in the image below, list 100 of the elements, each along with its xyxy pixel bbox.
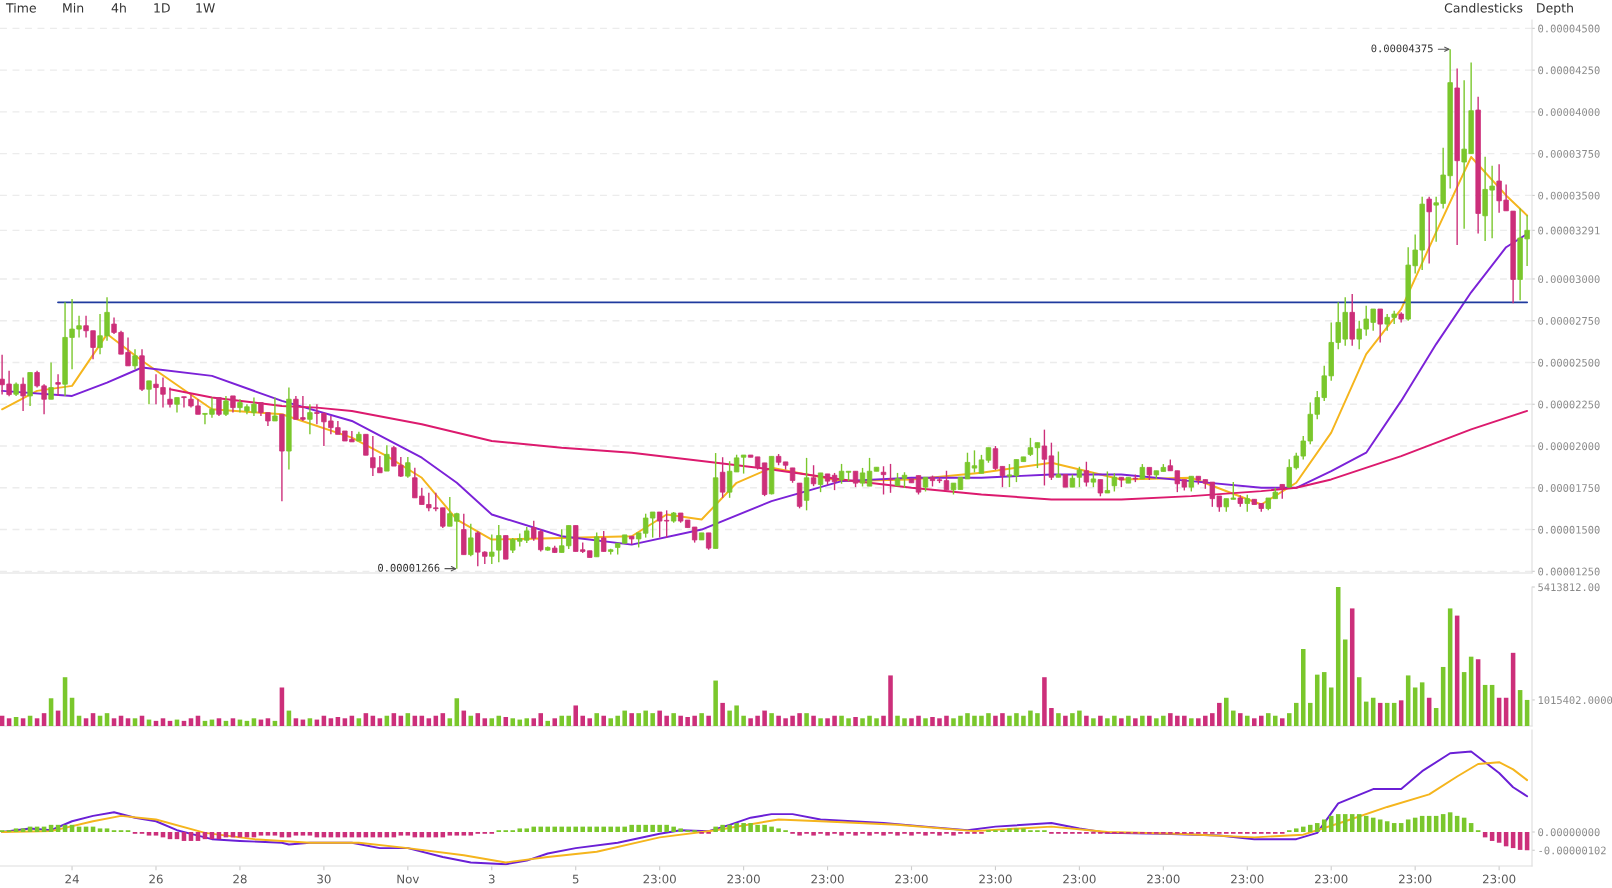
y-tick-label: 0.00001750 xyxy=(1538,484,1600,492)
x-tick-label: 23:00 xyxy=(1063,874,1096,884)
x-tick-label: 23:00 xyxy=(727,874,760,884)
x-tick-label: 30 xyxy=(317,874,331,884)
bar xyxy=(552,826,558,832)
bar xyxy=(902,718,907,726)
bar xyxy=(825,832,830,836)
bar xyxy=(944,715,949,726)
bar xyxy=(41,713,47,726)
bar xyxy=(1314,823,1320,832)
bar xyxy=(853,832,858,836)
bar xyxy=(909,832,914,836)
bar xyxy=(13,828,19,832)
bar xyxy=(713,680,718,726)
y-tick-label: 0.00001500 xyxy=(1538,525,1600,534)
bar xyxy=(762,710,767,726)
bar xyxy=(629,713,634,726)
bar xyxy=(937,832,942,836)
y-tick-label: 0.00002750 xyxy=(1538,316,1600,325)
bar xyxy=(629,824,634,832)
bar xyxy=(146,832,152,836)
candlestick xyxy=(866,457,873,487)
bar xyxy=(1161,715,1166,726)
bar xyxy=(1182,715,1187,726)
x-tick-label: 23:00 xyxy=(643,874,676,884)
candlestick xyxy=(468,523,474,557)
y-tick-label: 0.00004250 xyxy=(1538,66,1600,75)
bar xyxy=(741,823,746,832)
bar xyxy=(832,715,837,726)
bar xyxy=(1014,713,1019,726)
bar xyxy=(1328,687,1334,726)
candlestick xyxy=(27,371,33,407)
candlestick xyxy=(1076,466,1083,488)
bar xyxy=(489,718,495,726)
bar xyxy=(888,675,893,726)
bar xyxy=(125,718,131,726)
bar xyxy=(734,823,739,832)
bar xyxy=(909,718,914,726)
y-tick-label: 0.00003500 xyxy=(1538,191,1600,200)
bar xyxy=(1196,718,1201,726)
bar xyxy=(265,718,271,726)
bar xyxy=(552,718,558,726)
bar xyxy=(1021,715,1026,726)
x-tick-label: 23:00 xyxy=(1399,874,1432,884)
bar xyxy=(300,832,306,836)
bar xyxy=(1007,828,1012,832)
bar xyxy=(1126,715,1131,726)
bar xyxy=(1028,710,1033,726)
bar xyxy=(664,715,669,726)
bar xyxy=(601,826,606,832)
line-series xyxy=(1,156,1529,541)
bar xyxy=(1168,713,1173,726)
bar xyxy=(1266,713,1271,726)
candlestick xyxy=(1013,458,1020,483)
bar xyxy=(1140,715,1145,726)
candlestick xyxy=(943,470,950,491)
bar xyxy=(615,715,620,726)
bar xyxy=(741,715,746,726)
y-tick-label: 0.00002500 xyxy=(1538,358,1600,367)
text: 1W xyxy=(196,3,215,13)
y-tick-label: 0.00003291 xyxy=(1538,226,1600,235)
bar xyxy=(531,718,537,726)
candlestick xyxy=(146,380,152,405)
bar xyxy=(769,713,774,726)
bar xyxy=(1293,828,1299,832)
text: 4h xyxy=(111,2,126,13)
candlestick xyxy=(999,465,1006,488)
bar xyxy=(643,824,648,832)
bar xyxy=(405,713,411,726)
text: Depth xyxy=(1537,2,1573,16)
bar xyxy=(104,713,110,726)
y-tick-label: 0.00003000 xyxy=(1538,275,1600,284)
bar xyxy=(1300,826,1306,832)
candlestick xyxy=(1426,196,1432,265)
bar xyxy=(776,828,781,832)
bar xyxy=(650,824,655,832)
bar xyxy=(1021,828,1026,832)
bar xyxy=(755,824,760,832)
bar xyxy=(20,718,26,726)
bar xyxy=(83,718,89,726)
bar xyxy=(762,824,767,832)
bar xyxy=(517,828,523,832)
candlestick xyxy=(601,530,607,553)
bar xyxy=(706,715,711,726)
bar xyxy=(524,718,530,726)
bar xyxy=(538,826,544,832)
bar xyxy=(1084,715,1089,726)
bar xyxy=(636,713,641,726)
bar xyxy=(1272,715,1278,726)
x-tick-label: 5 xyxy=(572,874,579,884)
bar xyxy=(797,713,802,726)
candlestick xyxy=(992,445,999,471)
bar xyxy=(1224,697,1229,726)
bar xyxy=(601,715,606,726)
candlestick xyxy=(503,534,509,560)
bar xyxy=(573,705,578,726)
bar xyxy=(1175,715,1180,726)
y-tick-label: 0.00004000 xyxy=(1538,108,1600,117)
bar xyxy=(790,715,795,726)
candlestick xyxy=(181,396,187,409)
